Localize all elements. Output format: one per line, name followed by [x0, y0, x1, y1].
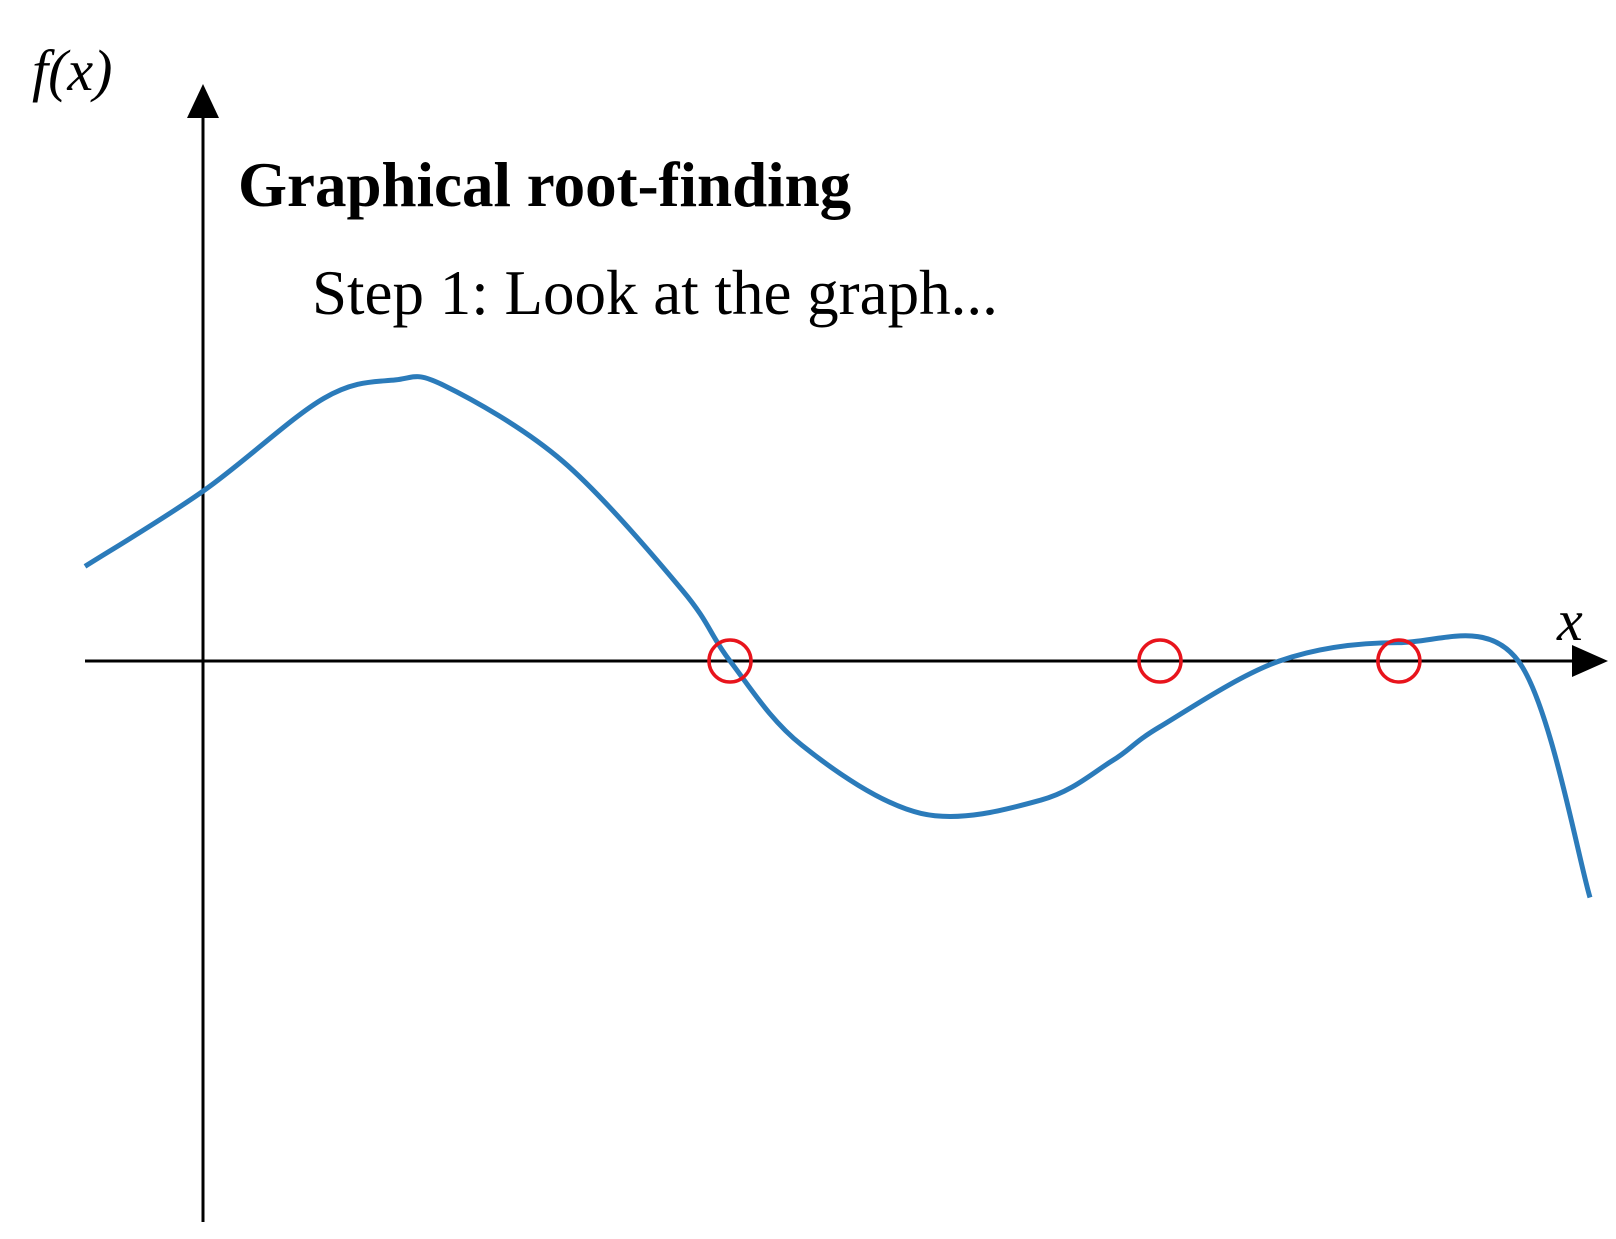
y-axis-arrow: [187, 84, 219, 118]
x-axis-arrow: [1572, 645, 1608, 677]
x-axis-label: x: [1556, 588, 1583, 653]
roots-layer: [707, 638, 1422, 684]
root-marker-3: [1376, 638, 1422, 684]
root-marker-1: [707, 638, 753, 684]
chart-subtitle: Step 1: Look at the graph...: [312, 258, 998, 328]
y-axis-label: f(x): [32, 38, 113, 103]
chart-title: Graphical root-finding: [238, 150, 851, 220]
series-line-0: [83, 374, 1593, 899]
root-marker-2: [1137, 638, 1183, 684]
curve-layer: [83, 374, 1593, 899]
